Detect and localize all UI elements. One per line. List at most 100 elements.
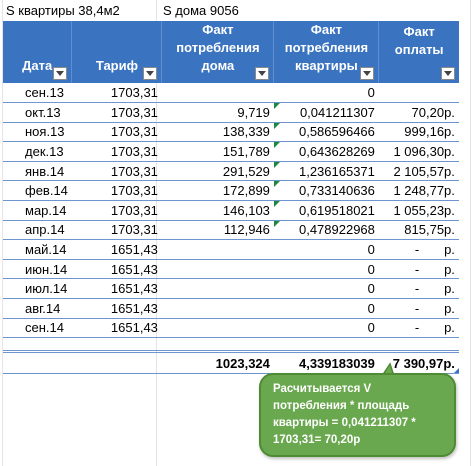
house-consumption-cell[interactable]: [161, 83, 274, 104]
apartment-consumption-cell[interactable]: 0,619518021: [273, 200, 379, 221]
tariff-cell[interactable]: 1651,43: [71, 278, 162, 300]
tariff-cell[interactable]: 1703,31: [71, 161, 162, 182]
apartment-consumption-cell[interactable]: 0,478922968: [273, 220, 379, 241]
tariff-cell[interactable]: 1703,31: [71, 220, 162, 241]
house-consumption-cell[interactable]: [161, 298, 274, 319]
apartment-consumption-cell[interactable]: 0,041211307: [273, 102, 379, 123]
apartment-consumption-cell[interactable]: 0: [273, 318, 379, 339]
payment-cell[interactable]: 2 105,57р.: [378, 161, 459, 182]
payment-cell[interactable]: 815,75р.: [378, 220, 459, 241]
date-cell[interactable]: окт.13: [3, 102, 72, 123]
column-header-tariff[interactable]: Тариф: [71, 21, 162, 83]
date-cell[interactable]: янв.14: [3, 161, 72, 182]
apartment-area-cell[interactable]: S квартиры 38,4м2: [6, 3, 120, 18]
house-consumption-cell[interactable]: [161, 239, 274, 260]
tariff-cell[interactable]: 1703,31: [71, 83, 162, 104]
column-header-date[interactable]: Дата: [3, 21, 72, 83]
date-cell[interactable]: авг.14: [3, 298, 72, 319]
house-consumption-cell[interactable]: [161, 259, 274, 280]
empty-cell[interactable]: [3, 351, 72, 375]
tariff-cell[interactable]: 1651,43: [71, 259, 162, 280]
tariff-cell[interactable]: 1703,31: [71, 180, 162, 202]
explanation-callout[interactable]: Расчитывается V потребления * площадь кв…: [259, 373, 456, 457]
payment-cell[interactable]: 1 248,77р.: [378, 180, 459, 202]
column-header-apartment-consumption[interactable]: Факт потребления квартиры: [273, 21, 379, 83]
apartment-consumption-cell[interactable]: 0: [273, 239, 379, 260]
date-cell[interactable]: июл.14: [3, 278, 72, 300]
empty-cell[interactable]: [378, 337, 459, 354]
tariff-cell[interactable]: 1703,31: [71, 141, 162, 162]
column-header-payment[interactable]: Факт оплаты: [378, 21, 459, 83]
cell-value: 0: [367, 261, 375, 277]
tariff-cell[interactable]: 1703,31: [71, 102, 162, 123]
empty-cell[interactable]: [71, 337, 162, 354]
house-consumption-cell[interactable]: [161, 318, 274, 339]
filter-dropdown-icon[interactable]: [53, 67, 68, 80]
payment-unit: р.: [444, 261, 455, 277]
total-house-consumption[interactable]: 1023,324: [161, 351, 274, 375]
filter-dropdown-icon[interactable]: [255, 67, 270, 80]
payment-cell[interactable]: 999,16р.: [378, 122, 459, 143]
apartment-consumption-cell[interactable]: 0: [273, 83, 379, 104]
house-consumption-cell[interactable]: 138,339: [161, 122, 274, 143]
table-row: мар.14 1703,31 146,103 0,619518021 1 055,23р…: [3, 200, 459, 221]
apartment-consumption-cell[interactable]: 1,236165371: [273, 161, 379, 182]
empty-cell[interactable]: [3, 337, 72, 354]
cell-value: 1703,31: [110, 163, 158, 179]
table-row: сен.13 1703,31 0: [3, 83, 459, 104]
filter-dropdown-icon[interactable]: [360, 67, 375, 80]
date-cell[interactable]: сен.13: [3, 83, 72, 104]
apartment-consumption-cell[interactable]: 0,733140636: [273, 180, 379, 202]
house-consumption-cell[interactable]: 146,103: [161, 200, 274, 221]
date-cell[interactable]: мар.14: [3, 200, 72, 221]
payment-cell[interactable]: [378, 83, 459, 104]
tariff-cell[interactable]: 1651,43: [71, 318, 162, 339]
apartment-consumption-cell[interactable]: 0,586596466: [273, 122, 379, 143]
total-apartment-consumption[interactable]: 4,339183039: [273, 351, 379, 375]
empty-cell[interactable]: [71, 351, 162, 375]
house-consumption-cell[interactable]: 151,789: [161, 141, 274, 162]
house-consumption-cell[interactable]: 112,946: [161, 220, 274, 241]
cell-value: апр.14: [25, 222, 65, 238]
house-consumption-cell[interactable]: 291,529: [161, 161, 274, 182]
house-consumption-cell[interactable]: 172,899: [161, 180, 274, 202]
date-cell[interactable]: июн.14: [3, 259, 72, 280]
payment-cell[interactable]: 70,20р.: [378, 102, 459, 123]
house-consumption-cell[interactable]: 9,719: [161, 102, 274, 123]
payment-cell[interactable]: - р.: [378, 298, 459, 319]
date-cell[interactable]: дек.13: [3, 141, 72, 162]
payment-cell[interactable]: - р.: [378, 318, 459, 339]
cell-value: 146,103: [222, 202, 270, 218]
filter-dropdown-icon[interactable]: [143, 67, 158, 80]
cell-value: 1 055,23р.: [393, 202, 455, 218]
tariff-cell[interactable]: 1651,43: [71, 298, 162, 319]
payment-cell[interactable]: 1 096,30р.: [378, 141, 459, 162]
cell-value: 1651,43: [110, 300, 158, 316]
apartment-consumption-cell[interactable]: 0: [273, 259, 379, 280]
date-cell[interactable]: ноя.13: [3, 122, 72, 143]
empty-cell[interactable]: [273, 337, 379, 354]
column-header-house-consumption[interactable]: Факт потребления дома: [161, 21, 274, 83]
payment-dash: -: [414, 281, 420, 297]
date-cell[interactable]: апр.14: [3, 220, 72, 241]
apartment-consumption-cell[interactable]: 0,643628269: [273, 141, 379, 162]
tariff-cell[interactable]: 1703,31: [71, 200, 162, 221]
tariff-cell[interactable]: 1651,43: [71, 239, 162, 260]
data-table: Дата Тариф Факт потребления дома Факт потре…: [3, 21, 459, 375]
table-resize-handle[interactable]: [453, 368, 459, 374]
empty-cell[interactable]: [161, 337, 274, 354]
payment-cell[interactable]: - р.: [378, 278, 459, 300]
payment-cell[interactable]: 1 055,23р.: [378, 200, 459, 221]
filter-dropdown-icon[interactable]: [440, 67, 455, 80]
apartment-consumption-cell[interactable]: 0: [273, 298, 379, 319]
house-area-cell[interactable]: S дома 9056: [163, 3, 239, 18]
house-consumption-cell[interactable]: [161, 278, 274, 300]
apartment-consumption-cell[interactable]: 0: [273, 278, 379, 300]
payment-cell[interactable]: - р.: [378, 239, 459, 260]
tariff-cell[interactable]: 1703,31: [71, 122, 162, 143]
cell-value: 0: [367, 242, 375, 258]
date-cell[interactable]: май.14: [3, 239, 72, 260]
payment-cell[interactable]: - р.: [378, 259, 459, 280]
date-cell[interactable]: сен.14: [3, 318, 72, 339]
date-cell[interactable]: фев.14: [3, 180, 72, 202]
